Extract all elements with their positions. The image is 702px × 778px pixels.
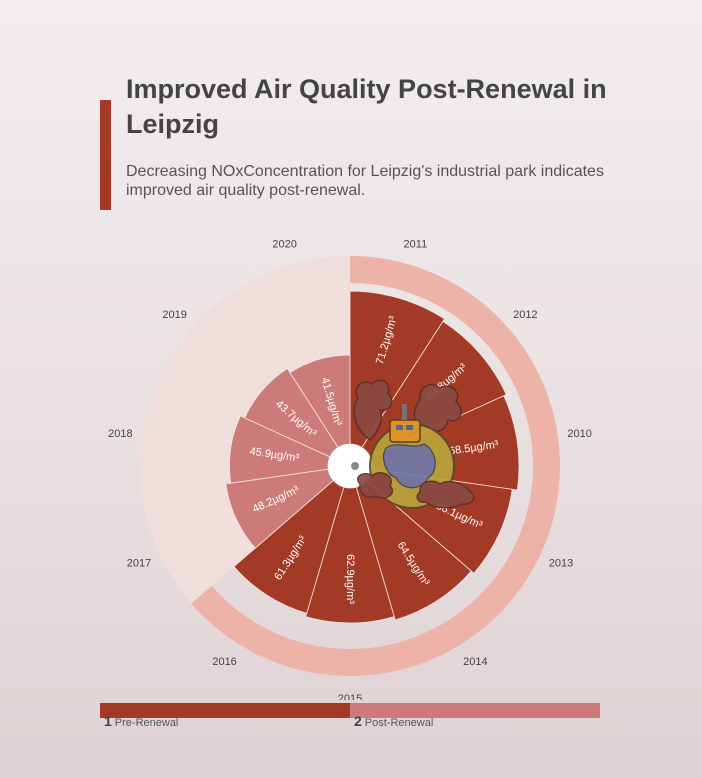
category-label-2015: 2015 — [338, 693, 362, 700]
legend-number: 1 — [104, 713, 112, 729]
legend-item-post: 2 Post-Renewal — [354, 713, 433, 729]
polar-bar-chart: 2011 2012 2010 2013 2014 2015 2016 2017 2018 2019… — [108, 238, 592, 700]
bar-2020 — [289, 354, 351, 449]
chart-subtitle: Decreasing NOxConcentration for Leipzig'… — [126, 163, 604, 199]
title-accent-bar — [100, 100, 111, 210]
category-label-2014: 2014 — [463, 656, 487, 668]
category-label-2017: 2017 — [127, 557, 151, 569]
category-label-2020: 2020 — [272, 238, 296, 250]
center-dot — [351, 462, 359, 470]
legend-bar-post — [350, 703, 600, 718]
chart-title: Improved Air Quality Post-Renewal in Lei… — [126, 74, 607, 139]
category-label-2016: 2016 — [212, 656, 236, 668]
legend-number: 2 — [354, 713, 362, 729]
category-label-2011: 2011 — [404, 238, 428, 250]
legend-bar-pre — [100, 703, 350, 718]
category-label-2010: 2010 — [567, 428, 591, 440]
bar-2019 — [244, 368, 339, 458]
category-label-2018: 2018 — [108, 428, 132, 440]
category-label-2013: 2013 — [549, 557, 573, 569]
value-label-2015: 62.9µg/m³ — [344, 554, 356, 604]
category-label-2019: 2019 — [162, 309, 186, 321]
legend-item-pre: 1 Pre-Renewal — [104, 713, 178, 729]
factory-globe-icon — [353, 379, 475, 509]
pre-renewal-ring — [191, 256, 560, 676]
legend-label: Post-Renewal — [364, 717, 434, 729]
category-label-2012: 2012 — [513, 309, 537, 321]
legend-label: Pre-Renewal — [114, 717, 179, 729]
